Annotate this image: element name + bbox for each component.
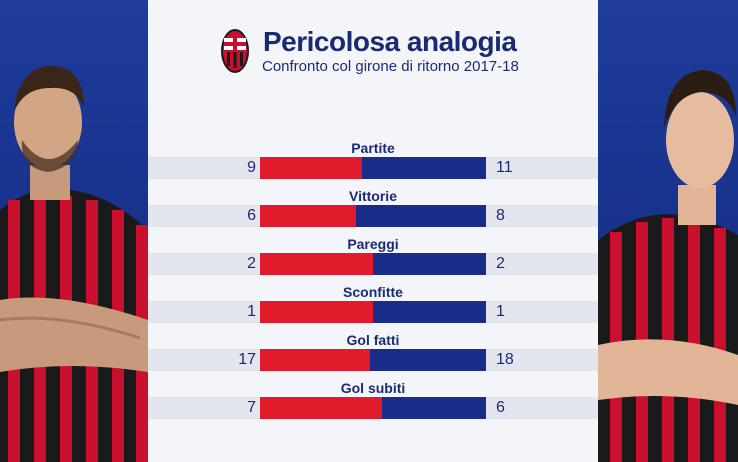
stat-row-partite: Partite 9 11	[148, 140, 598, 188]
right-value: 8	[496, 207, 505, 224]
right-value: 6	[496, 399, 505, 416]
right-value: 1	[496, 303, 505, 320]
stat-label: Gol subiti	[340, 380, 406, 396]
stat-label: Vittorie	[349, 188, 397, 204]
ac-milan-crest-icon	[221, 29, 249, 73]
stat-label: Sconfitte	[343, 284, 403, 300]
left-value: 1	[247, 303, 256, 320]
left-player-image	[0, 66, 148, 462]
left-player-panel	[0, 0, 148, 462]
right-value: 18	[496, 351, 514, 368]
stat-label: Pareggi	[347, 236, 399, 252]
stat-label: Partite	[351, 140, 395, 156]
page-title: Pericolosa analogia	[263, 26, 517, 57]
left-bar	[260, 349, 370, 371]
stat-row-pareggi: Pareggi 2 2	[148, 236, 598, 284]
right-bar	[362, 157, 486, 179]
right-bar	[382, 397, 486, 419]
left-value: 17	[238, 351, 256, 368]
left-bar	[260, 253, 373, 275]
left-bar	[260, 205, 356, 227]
right-player-image	[598, 70, 738, 462]
stat-row-gol-fatti: Gol fatti 17 18	[148, 332, 598, 380]
stat-row-sconfitte: Sconfitte 1 1	[148, 284, 598, 332]
left-value: 2	[247, 255, 256, 272]
right-bar	[356, 205, 486, 227]
page-subtitle: Confronto col girone di ritorno 2017-18	[262, 58, 519, 75]
right-value: 11	[496, 159, 513, 176]
right-bar	[370, 349, 486, 371]
left-bar	[260, 301, 373, 323]
right-value: 2	[496, 255, 505, 272]
left-bar	[260, 157, 362, 179]
right-player-panel	[598, 0, 738, 462]
left-bar	[260, 397, 382, 419]
stat-row-vittorie: Vittorie 6 8	[148, 188, 598, 236]
stats-panel	[148, 0, 598, 462]
left-value: 9	[247, 159, 256, 176]
left-value: 7	[247, 399, 256, 416]
stat-row-gol-subiti: Gol subiti 7 6	[148, 380, 598, 428]
stat-label: Gol fatti	[346, 332, 400, 348]
right-bar	[373, 301, 486, 323]
left-value: 6	[247, 207, 256, 224]
right-bar	[373, 253, 486, 275]
